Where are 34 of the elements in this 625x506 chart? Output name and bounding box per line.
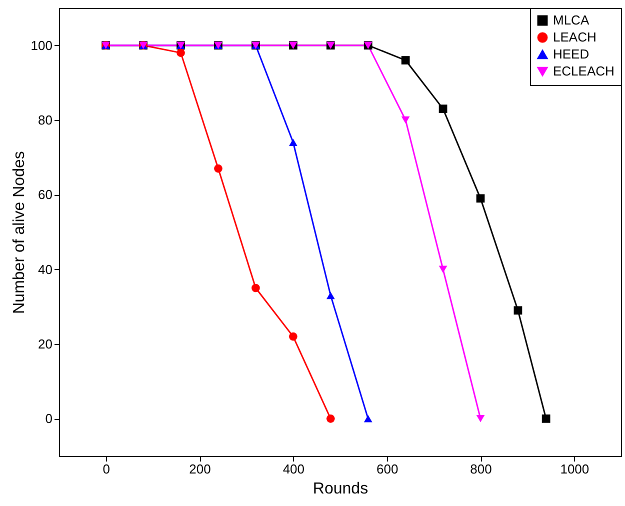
y-axis-title: Number of alive Nodes xyxy=(10,151,28,314)
point xyxy=(438,104,448,113)
point xyxy=(288,332,298,341)
y-tick-label: 100 xyxy=(30,38,52,53)
y-tick-label: 60 xyxy=(38,187,52,202)
y-tick-label: 40 xyxy=(38,262,52,277)
point xyxy=(326,414,335,423)
x-tick-label: 200 xyxy=(189,462,211,476)
legend-label: LEACH xyxy=(553,30,596,44)
point xyxy=(542,414,550,423)
x-tick-label: 800 xyxy=(470,462,492,476)
point xyxy=(476,415,485,422)
x-tick-label: 400 xyxy=(282,462,305,476)
x-tick-label: 600 xyxy=(376,462,398,476)
point xyxy=(364,415,372,422)
point xyxy=(214,164,222,173)
point xyxy=(288,138,298,146)
point xyxy=(401,116,410,124)
point xyxy=(252,284,260,292)
legend-label: ECLEACH xyxy=(553,64,614,78)
point xyxy=(401,56,410,64)
point xyxy=(514,306,522,315)
point xyxy=(326,292,335,300)
legend-label: HEED xyxy=(553,46,590,62)
x-tick-label: 0 xyxy=(102,462,110,476)
legend-label: MLCA xyxy=(553,12,590,28)
y-tick-label: 80 xyxy=(38,112,52,128)
x-tick-label: 1000 xyxy=(560,462,590,476)
x-axis-title: Rounds xyxy=(312,480,368,498)
y-tick-label: 20 xyxy=(38,336,52,352)
point xyxy=(438,266,448,273)
point xyxy=(476,194,485,203)
y-tick-label: 0 xyxy=(45,411,52,426)
point xyxy=(176,48,185,57)
